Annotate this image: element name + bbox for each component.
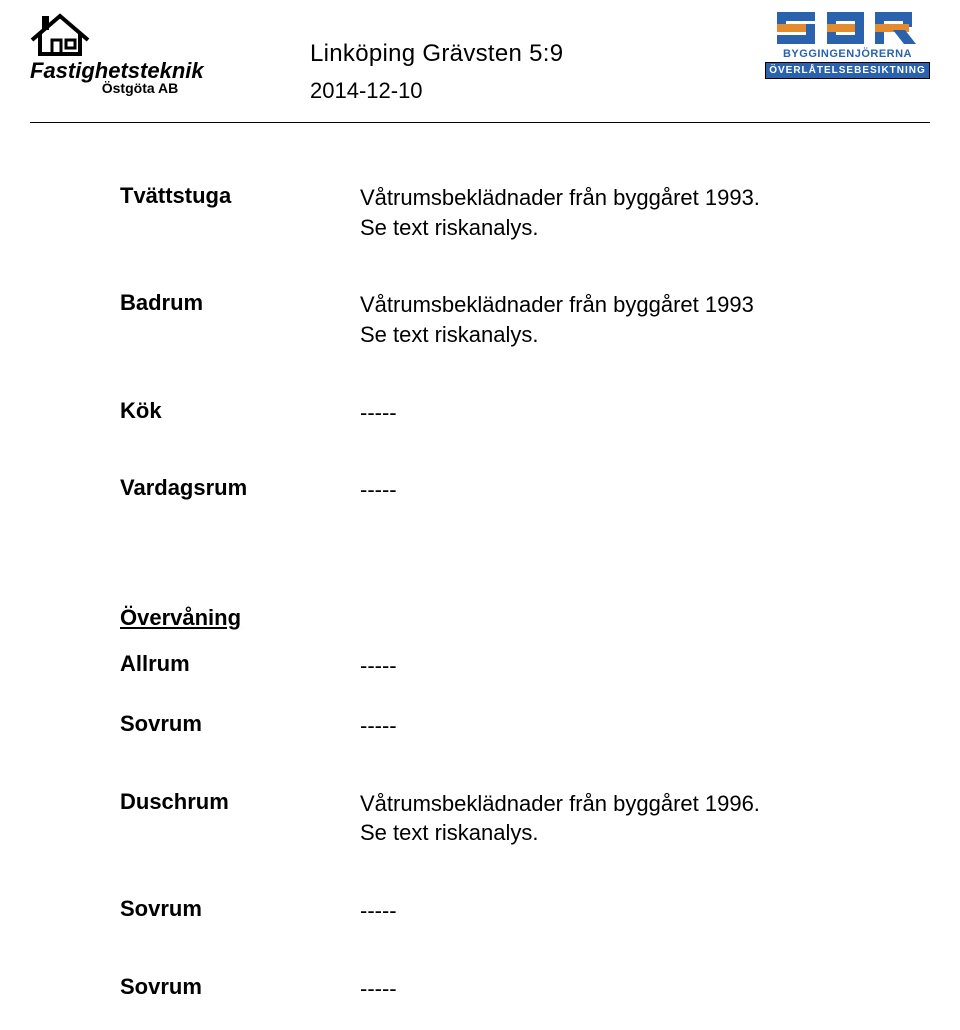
sbr-mid-text: BYGGINGENJÖRERNA — [765, 48, 930, 60]
row-label: Vardagsrum — [120, 475, 360, 501]
sbr-bottom-bar: ÖVERLÅTELSEBESIKTNING — [765, 62, 930, 79]
row-kok: Kök ----- — [120, 398, 890, 428]
header: Fastighetsteknik Östgöta AB Linköping Gr… — [30, 10, 930, 123]
row-sovrum-2: Sovrum ----- — [120, 896, 890, 926]
section-heading-overvaning: Övervåning — [120, 605, 890, 631]
row-value: ----- — [360, 896, 397, 926]
sbr-bottom-text: ÖVERLÅTELSEBESIKTNING — [766, 65, 929, 76]
row-label: Sovrum — [120, 711, 360, 737]
row-label: Sovrum — [120, 974, 360, 1000]
row-value: ----- — [360, 651, 397, 681]
content: Tvättstuga Våtrumsbeklädnader från byggå… — [30, 123, 930, 1003]
row-label: Sovrum — [120, 896, 360, 922]
sbr-logo: BYGGINGENJÖRERNA ÖVERLÅTELSEBESIKTNING — [765, 10, 930, 79]
row-label: Duschrum — [120, 789, 360, 815]
row-label: Tvättstuga — [120, 183, 360, 209]
row-label: Allrum — [120, 651, 360, 677]
row-value: Våtrumsbeklädnader från byggåret 1993.Se… — [360, 183, 760, 242]
row-label: Kök — [120, 398, 360, 424]
company-logo: Fastighetsteknik Östgöta AB — [30, 10, 250, 96]
document-title: Linköping Grävsten 5:9 2014-12-10 — [250, 10, 765, 104]
row-value: Våtrumsbeklädnader från byggåret 1993Se … — [360, 290, 754, 349]
row-label: Badrum — [120, 290, 360, 316]
row-value: ----- — [360, 398, 397, 428]
row-value: ----- — [360, 711, 397, 741]
sbr-letters-icon — [765, 10, 930, 46]
title-line2: 2014-12-10 — [310, 78, 765, 104]
row-sovrum-1: Sovrum ----- — [120, 711, 890, 741]
row-sovrum-3: Sovrum ----- — [120, 974, 890, 1004]
row-vardagsrum: Vardagsrum ----- — [120, 475, 890, 505]
row-tvattstuga: Tvättstuga Våtrumsbeklädnader från byggå… — [120, 183, 890, 242]
row-badrum: Badrum Våtrumsbeklädnader från byggåret … — [120, 290, 890, 349]
title-line1: Linköping Grävsten 5:9 — [310, 40, 765, 68]
page: Fastighetsteknik Östgöta AB Linköping Gr… — [0, 0, 960, 1030]
house-icon — [30, 10, 100, 58]
row-value: Våtrumsbeklädnader från byggåret 1996.Se… — [360, 789, 760, 848]
row-value: ----- — [360, 974, 397, 1004]
row-value: ----- — [360, 475, 397, 505]
row-allrum: Allrum ----- — [120, 651, 890, 681]
row-duschrum: Duschrum Våtrumsbeklädnader från byggåre… — [120, 789, 890, 848]
